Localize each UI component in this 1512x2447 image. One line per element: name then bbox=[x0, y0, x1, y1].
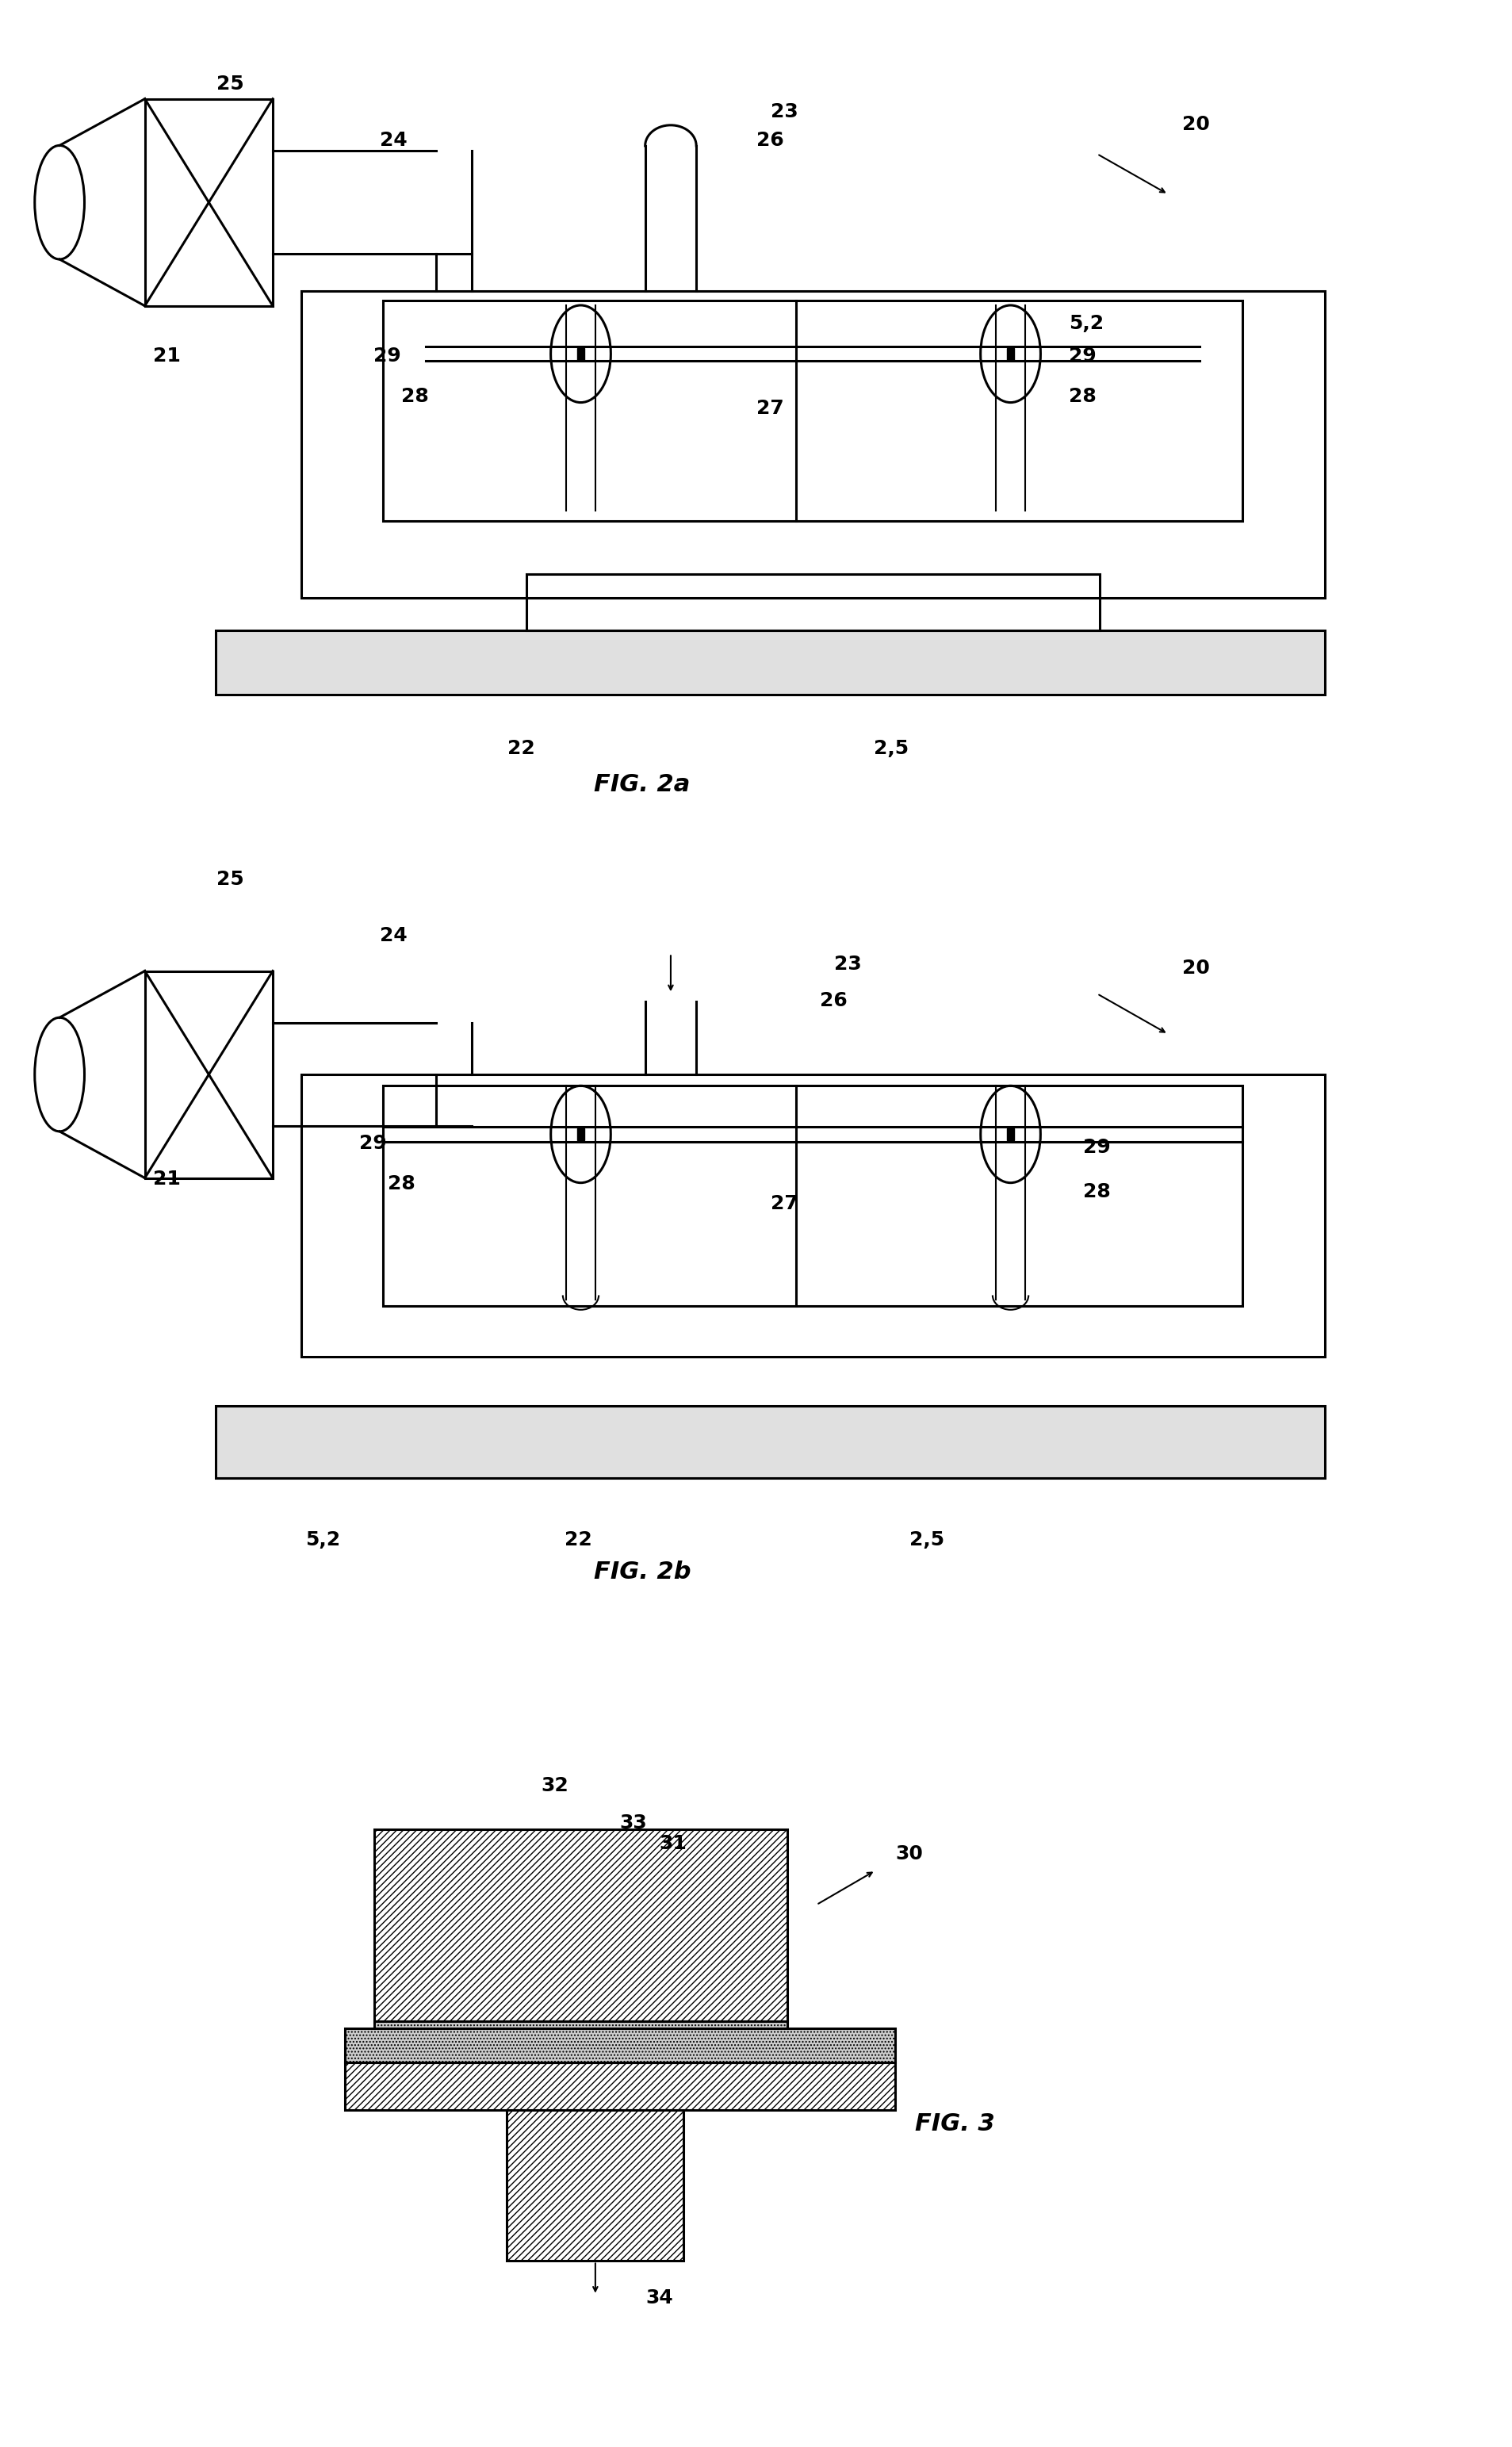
Text: FIG. 2b: FIG. 2b bbox=[594, 1561, 691, 1583]
Bar bbox=[578, 1128, 585, 1140]
Text: 34: 34 bbox=[646, 2288, 673, 2308]
Bar bbox=[1007, 1128, 1015, 1140]
Text: 33: 33 bbox=[620, 1813, 647, 1833]
Bar bbox=[301, 291, 1325, 597]
Text: 26: 26 bbox=[756, 130, 785, 149]
Bar bbox=[383, 301, 1243, 521]
Text: 2,5: 2,5 bbox=[874, 739, 909, 759]
Text: 29: 29 bbox=[1069, 347, 1096, 365]
Text: 22: 22 bbox=[564, 1532, 593, 1549]
Text: 29: 29 bbox=[358, 1133, 387, 1153]
Text: 23: 23 bbox=[835, 954, 862, 974]
Text: 27: 27 bbox=[756, 399, 785, 418]
Text: 20: 20 bbox=[1182, 959, 1210, 976]
Bar bbox=[345, 2029, 895, 2063]
Bar bbox=[216, 1405, 1325, 1478]
Text: 29: 29 bbox=[373, 347, 401, 365]
Bar bbox=[578, 347, 585, 360]
Bar bbox=[507, 2109, 683, 2261]
Text: 21: 21 bbox=[153, 1170, 180, 1189]
Bar bbox=[145, 98, 272, 306]
Text: 26: 26 bbox=[820, 991, 848, 1011]
Bar bbox=[375, 2021, 786, 2063]
Text: 21: 21 bbox=[153, 347, 180, 365]
Bar bbox=[375, 1830, 786, 2021]
Text: 24: 24 bbox=[380, 130, 407, 149]
Text: 22: 22 bbox=[508, 739, 535, 759]
Text: 32: 32 bbox=[541, 1777, 569, 1796]
Text: FIG. 2a: FIG. 2a bbox=[594, 773, 691, 795]
Bar bbox=[1007, 347, 1015, 360]
Text: 5,2: 5,2 bbox=[305, 1532, 340, 1549]
Text: 28: 28 bbox=[1069, 387, 1096, 406]
Bar bbox=[301, 1074, 1325, 1358]
Bar bbox=[145, 971, 272, 1177]
Text: 27: 27 bbox=[771, 1194, 798, 1214]
Text: FIG. 3: FIG. 3 bbox=[915, 2112, 995, 2136]
Text: 28: 28 bbox=[402, 387, 429, 406]
Text: 2,5: 2,5 bbox=[909, 1532, 943, 1549]
Text: 29: 29 bbox=[1083, 1138, 1110, 1157]
Text: 30: 30 bbox=[895, 1845, 922, 1865]
Bar bbox=[526, 575, 1099, 631]
Text: 28: 28 bbox=[387, 1175, 414, 1194]
Bar bbox=[383, 1086, 1243, 1307]
Text: 31: 31 bbox=[659, 1835, 686, 1852]
Text: 25: 25 bbox=[216, 73, 243, 93]
Text: 25: 25 bbox=[216, 869, 243, 888]
Text: 20: 20 bbox=[1182, 115, 1210, 135]
Bar bbox=[216, 631, 1325, 695]
Text: 24: 24 bbox=[380, 927, 407, 945]
Bar bbox=[345, 2063, 895, 2109]
Text: 23: 23 bbox=[771, 103, 798, 122]
Text: 28: 28 bbox=[1083, 1182, 1110, 1201]
Text: 5,2: 5,2 bbox=[1069, 313, 1104, 333]
